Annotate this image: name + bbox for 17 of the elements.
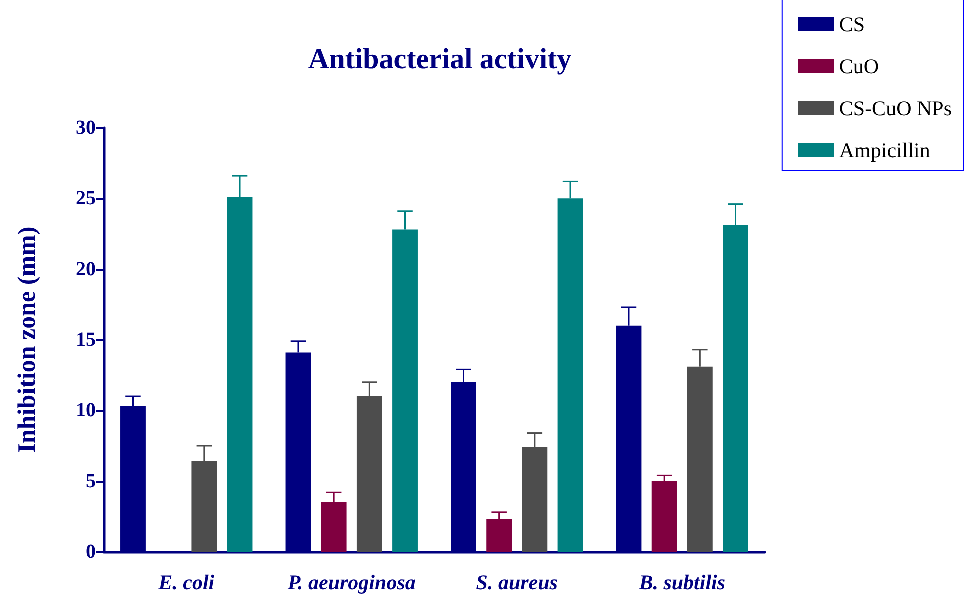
y-tick-label: 30 [76, 117, 96, 139]
y-tick-label: 10 [76, 400, 96, 422]
x-tick-label: P. aeuroginosa [286, 570, 416, 594]
x-tick-label: B. subtilis [638, 570, 726, 594]
y-tick-label: 15 [76, 329, 96, 351]
chart-title: Antibacterial activity [308, 44, 572, 76]
legend-label: Ampicillin [839, 138, 931, 162]
y-tick-label: 25 [76, 188, 96, 210]
y-tick-label: 20 [76, 258, 96, 280]
y-axis-title: Inhibition zone (mm) [14, 226, 41, 454]
y-tick-label: 0 [86, 541, 96, 563]
legend-label: CuO [839, 54, 880, 78]
legend-label: CS-CuO NPs [839, 96, 952, 120]
x-tick-label: S. aureus [476, 570, 558, 594]
x-tick-label: E. coli [158, 570, 215, 594]
y-tick-label: 5 [86, 470, 96, 492]
legend-label: CS [839, 12, 866, 36]
